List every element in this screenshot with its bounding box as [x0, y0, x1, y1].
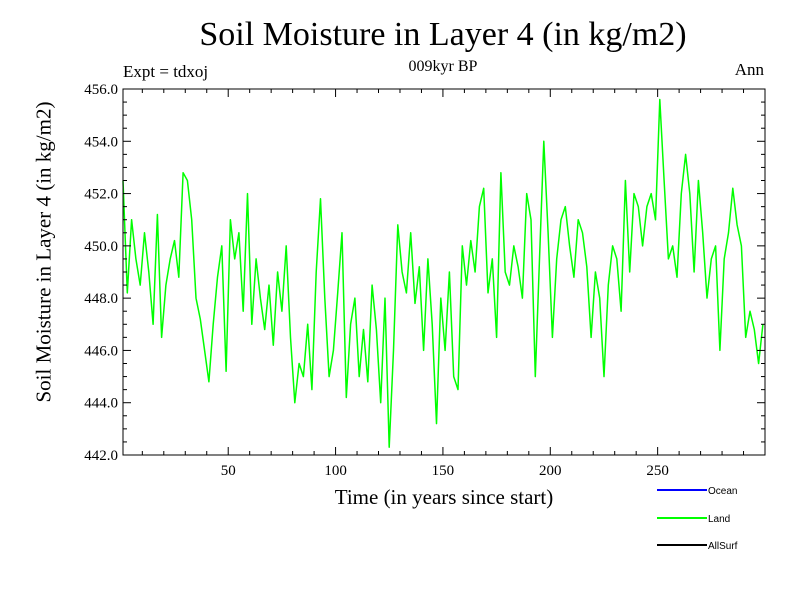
plot-frame [122, 88, 766, 456]
x-axis-label: Time (in years since start) [334, 485, 554, 509]
x-tick-label: 50 [221, 463, 236, 479]
x-tick-label: 150 [432, 463, 455, 479]
y-tick-label: 452.0 [84, 187, 118, 203]
y-tick-label: 454.0 [84, 134, 118, 150]
x-tick-label: 200 [539, 463, 562, 479]
y-tick-label: 450.0 [84, 239, 118, 255]
chart-title: Soil Moisture in Layer 4 (in kg/m2) [199, 16, 687, 53]
period-label: Ann [734, 60, 764, 79]
experiment-label: Expt = tdxoj [123, 62, 209, 81]
legend-label-land: Land [708, 514, 730, 525]
series-line-land [122, 98, 764, 448]
y-tick-label: 442.0 [84, 448, 118, 464]
y-tick-label: 456.0 [84, 82, 118, 98]
y-tick-label: 446.0 [84, 343, 118, 359]
axis-ticks: 50 100 150 200 250 442.0 444.0 446.0 448.0 450.0 4… [84, 82, 765, 479]
x-tick-label: 100 [324, 463, 347, 479]
legend: Ocean Land AllSurf [657, 486, 738, 552]
y-tick-label: 448.0 [84, 291, 118, 307]
y-tick-label: 444.0 [84, 396, 118, 412]
chart-subtitle: 009kyr BP [408, 58, 478, 75]
series-layer [122, 98, 764, 448]
legend-label-allsurf: AllSurf [708, 541, 738, 552]
legend-label-ocean: Ocean [708, 486, 737, 497]
x-tick-label: 250 [646, 463, 669, 479]
